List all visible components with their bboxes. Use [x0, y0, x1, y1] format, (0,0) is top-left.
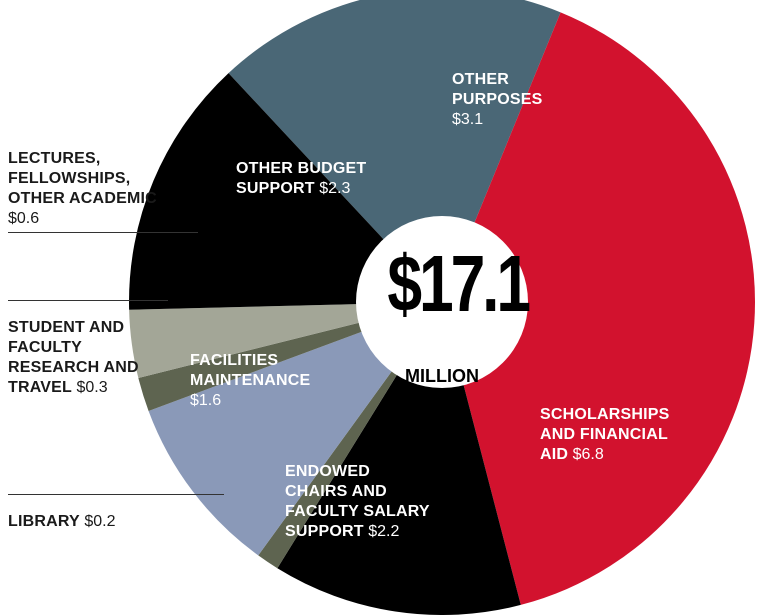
- leader-line-lectures: [8, 232, 198, 233]
- slice-name-research: Student and Faculty Research and Travel: [8, 319, 139, 396]
- slice-value-scholarships: $6.8: [572, 446, 604, 463]
- label-other-purposes: Other Purposes $3.1: [452, 70, 572, 130]
- pie-slice-other-budget-support: [129, 73, 442, 310]
- pie-slice-scholarships-and-financial-aid: [442, 12, 756, 605]
- slice-value-other-purposes: $3.1: [452, 111, 484, 128]
- slice-value-endowed-chairs: $2.2: [368, 523, 400, 540]
- pie-slice-other-purposes: [228, 0, 561, 302]
- label-library: Library $0.2: [8, 512, 158, 532]
- leader-line-research: [8, 300, 168, 301]
- total-unit: MILLION: [405, 366, 479, 386]
- slice-name-scholarships: Scholarships and Financial Aid: [540, 406, 670, 463]
- slice-name-other-purposes: Other Purposes: [452, 71, 543, 108]
- slice-name-lectures: Lectures, Fellowships, Other Academic: [8, 150, 157, 207]
- label-research: Student and Faculty Research and Travel $0.…: [8, 318, 158, 398]
- leader-line-library: [8, 494, 224, 495]
- label-scholarships: Scholarships and Financial Aid $6.8: [540, 405, 700, 465]
- label-other-budget-support: Other Budget Support $2.3: [236, 159, 406, 199]
- slice-value-other-budget-support: $2.3: [319, 180, 351, 197]
- pie-slice-facilities-maintenance: [148, 302, 442, 556]
- slice-name-facilities: Facilities Maintenance: [190, 352, 311, 389]
- slice-name-endowed-chairs: Endowed Chairs and Faculty Salary Support: [285, 463, 430, 540]
- slice-value-research: $0.3: [76, 379, 108, 396]
- slice-value-lectures: $0.6: [8, 210, 40, 227]
- total-amount: $17.1: [387, 239, 531, 328]
- label-lectures: Lectures, Fellowships, Other Academic $0.6: [8, 149, 168, 229]
- label-endowed-chairs: Endowed Chairs and Faculty Salary Support $…: [285, 462, 445, 542]
- slice-name-other-budget-support: Other Budget Support: [236, 160, 367, 197]
- slice-name-library: Library: [8, 513, 80, 530]
- slice-value-facilities: $1.6: [190, 392, 222, 409]
- center-disc: [356, 216, 528, 388]
- label-facilities: Facilities Maintenance $1.6: [190, 351, 340, 411]
- slice-value-library: $0.2: [84, 513, 116, 530]
